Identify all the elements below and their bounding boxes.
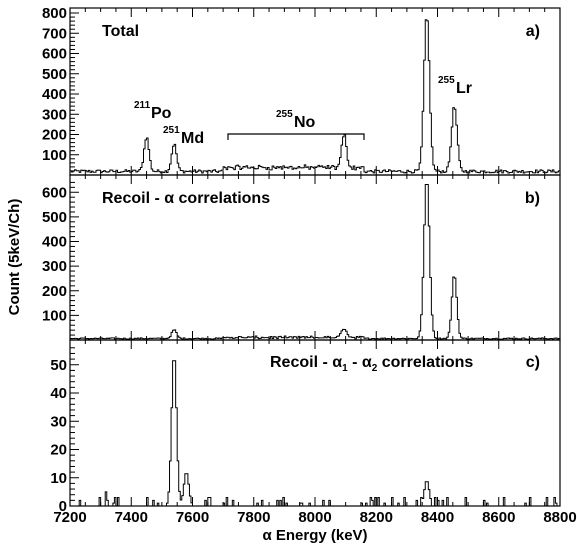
y-tick-label: 100 [42,307,67,324]
y-tick-label: 30 [50,413,67,430]
label-md-mass: 251 [163,125,180,136]
histogram-series-total [70,19,560,174]
y-tick-label: 800 [42,5,67,22]
panel-a-letter: a) [526,23,540,40]
y-tick-label: 40 [50,385,67,402]
y-tick-label: 700 [42,25,67,42]
x-tick-label: 8800 [543,509,576,526]
panel-b-letter: b) [525,190,540,207]
x-axis-label: α Energy (keV) [262,527,367,544]
x-tick-label: 8200 [360,509,393,526]
x-tick-label: 8000 [298,509,331,526]
panel-c-title: Recoil - α1 - α2 correlations [270,354,473,374]
label-no-element: No [294,114,316,131]
label-po-mass: 211 [134,100,151,111]
panel-c-letter: c) [526,354,540,371]
y-tick-label: 400 [42,86,67,103]
x-tick-label: 8600 [482,509,515,526]
label-no-mass: 255 [276,109,293,120]
label-lr-mass: 255 [438,75,455,86]
y-axis-label: Count (5keV/Ch) [6,199,23,316]
y-tick-label: 20 [50,442,67,459]
label-lr-element: Lr [456,80,472,97]
panel-a-title: Total [102,23,139,40]
label-po-element: Po [151,105,172,122]
y-tick-label: 600 [42,46,67,63]
y-tick-label: 10 [50,470,67,487]
histogram-series-recoil-alpha [70,183,560,340]
y-tick-label: 100 [42,147,67,164]
x-tick-label: 7400 [115,509,148,526]
x-tick-label: 7800 [237,509,270,526]
y-tick-label: 200 [42,283,67,300]
y-tick-label: 0 [59,498,67,515]
x-tick-label: 7200 [53,509,86,526]
y-tick-label: 600 [42,184,67,201]
no-range-bracket [227,133,365,140]
y-tick-label: 400 [42,234,67,251]
axis-ticks: 1002003004005006007008001002003004005006… [42,5,577,526]
label-md-element: Md [181,130,204,147]
y-tick-label: 50 [50,357,67,374]
y-tick-label: 300 [42,106,67,123]
x-tick-label: 8400 [421,509,454,526]
y-tick-label: 500 [42,209,67,226]
histogram-series-recoil-alpha1-alpha2 [70,360,560,507]
y-tick-label: 300 [42,258,67,275]
y-tick-label: 200 [42,127,67,144]
x-tick-label: 7600 [176,509,209,526]
panel-b-title: Recoil - α correlations [102,190,270,207]
y-tick-label: 500 [42,66,67,83]
